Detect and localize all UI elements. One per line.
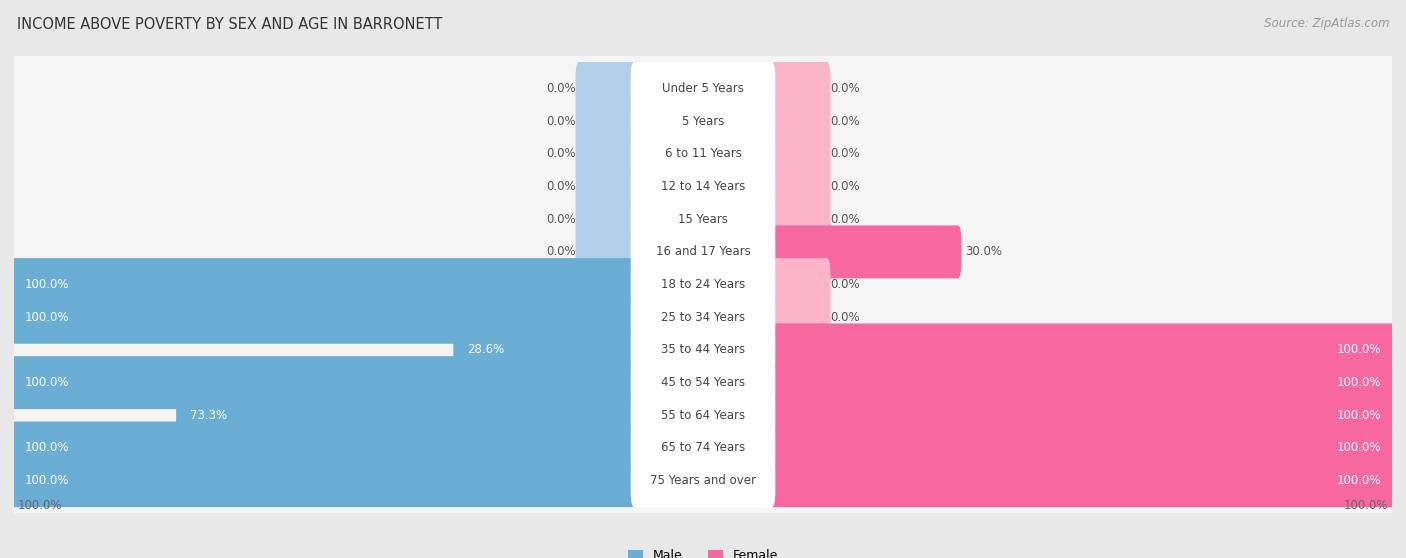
- Legend: Male, Female: Male, Female: [628, 549, 778, 558]
- FancyBboxPatch shape: [631, 258, 775, 311]
- Text: 100.0%: 100.0%: [24, 441, 69, 455]
- FancyBboxPatch shape: [11, 356, 637, 409]
- FancyBboxPatch shape: [769, 62, 831, 115]
- FancyBboxPatch shape: [13, 181, 1393, 257]
- Text: 65 to 74 Years: 65 to 74 Years: [661, 441, 745, 455]
- Text: 25 to 34 Years: 25 to 34 Years: [661, 311, 745, 324]
- Text: 100.0%: 100.0%: [1337, 376, 1382, 389]
- Text: 100.0%: 100.0%: [1344, 499, 1389, 512]
- Text: 0.0%: 0.0%: [831, 311, 860, 324]
- FancyBboxPatch shape: [13, 410, 1393, 486]
- Text: 100.0%: 100.0%: [1337, 343, 1382, 357]
- FancyBboxPatch shape: [631, 127, 775, 180]
- Text: 100.0%: 100.0%: [1337, 474, 1382, 487]
- Text: 100.0%: 100.0%: [17, 499, 62, 512]
- Text: 0.0%: 0.0%: [831, 213, 860, 226]
- FancyBboxPatch shape: [769, 258, 831, 311]
- FancyBboxPatch shape: [631, 291, 775, 344]
- Text: 18 to 24 Years: 18 to 24 Years: [661, 278, 745, 291]
- Text: 15 Years: 15 Years: [678, 213, 728, 226]
- FancyBboxPatch shape: [13, 148, 1393, 224]
- FancyBboxPatch shape: [13, 247, 1393, 323]
- FancyBboxPatch shape: [631, 356, 775, 409]
- Text: 30.0%: 30.0%: [965, 246, 1002, 258]
- FancyBboxPatch shape: [11, 454, 637, 507]
- FancyBboxPatch shape: [575, 127, 637, 180]
- FancyBboxPatch shape: [769, 421, 1395, 474]
- FancyBboxPatch shape: [13, 51, 1393, 127]
- Text: 0.0%: 0.0%: [831, 114, 860, 128]
- Text: 0.0%: 0.0%: [831, 180, 860, 193]
- FancyBboxPatch shape: [769, 356, 1395, 409]
- Text: 16 and 17 Years: 16 and 17 Years: [655, 246, 751, 258]
- Text: 100.0%: 100.0%: [1337, 441, 1382, 455]
- FancyBboxPatch shape: [769, 127, 831, 180]
- Text: 35 to 44 Years: 35 to 44 Years: [661, 343, 745, 357]
- Text: 0.0%: 0.0%: [831, 147, 860, 160]
- FancyBboxPatch shape: [631, 324, 775, 377]
- FancyBboxPatch shape: [769, 291, 831, 344]
- Text: Under 5 Years: Under 5 Years: [662, 82, 744, 95]
- Text: 0.0%: 0.0%: [546, 213, 575, 226]
- Text: 0.0%: 0.0%: [831, 278, 860, 291]
- FancyBboxPatch shape: [631, 95, 775, 148]
- Text: 75 Years and over: 75 Years and over: [650, 474, 756, 487]
- FancyBboxPatch shape: [631, 421, 775, 474]
- FancyBboxPatch shape: [176, 389, 637, 442]
- FancyBboxPatch shape: [575, 193, 637, 246]
- FancyBboxPatch shape: [631, 193, 775, 246]
- FancyBboxPatch shape: [13, 116, 1393, 192]
- FancyBboxPatch shape: [11, 421, 637, 474]
- FancyBboxPatch shape: [769, 193, 831, 246]
- FancyBboxPatch shape: [13, 83, 1393, 159]
- Text: 0.0%: 0.0%: [546, 246, 575, 258]
- Text: 100.0%: 100.0%: [24, 311, 69, 324]
- FancyBboxPatch shape: [11, 258, 637, 311]
- Text: 73.3%: 73.3%: [190, 409, 228, 422]
- FancyBboxPatch shape: [575, 225, 637, 278]
- FancyBboxPatch shape: [769, 389, 1395, 442]
- Text: 45 to 54 Years: 45 to 54 Years: [661, 376, 745, 389]
- Text: 55 to 64 Years: 55 to 64 Years: [661, 409, 745, 422]
- Text: 28.6%: 28.6%: [467, 343, 505, 357]
- Text: 100.0%: 100.0%: [24, 474, 69, 487]
- Text: 0.0%: 0.0%: [546, 114, 575, 128]
- FancyBboxPatch shape: [769, 324, 1395, 377]
- FancyBboxPatch shape: [631, 225, 775, 278]
- Text: INCOME ABOVE POVERTY BY SEX AND AGE IN BARRONETT: INCOME ABOVE POVERTY BY SEX AND AGE IN B…: [17, 17, 443, 32]
- Text: 100.0%: 100.0%: [24, 376, 69, 389]
- Text: 0.0%: 0.0%: [546, 82, 575, 95]
- Text: 0.0%: 0.0%: [546, 147, 575, 160]
- Text: Source: ZipAtlas.com: Source: ZipAtlas.com: [1264, 17, 1389, 30]
- Text: 5 Years: 5 Years: [682, 114, 724, 128]
- FancyBboxPatch shape: [631, 454, 775, 507]
- FancyBboxPatch shape: [769, 454, 1395, 507]
- Text: 0.0%: 0.0%: [831, 82, 860, 95]
- FancyBboxPatch shape: [575, 62, 637, 115]
- FancyBboxPatch shape: [575, 160, 637, 213]
- FancyBboxPatch shape: [769, 160, 831, 213]
- Text: 6 to 11 Years: 6 to 11 Years: [665, 147, 741, 160]
- Text: 100.0%: 100.0%: [24, 278, 69, 291]
- FancyBboxPatch shape: [631, 160, 775, 213]
- FancyBboxPatch shape: [13, 280, 1393, 355]
- FancyBboxPatch shape: [13, 214, 1393, 290]
- Text: 0.0%: 0.0%: [546, 180, 575, 193]
- Text: 12 to 14 Years: 12 to 14 Years: [661, 180, 745, 193]
- FancyBboxPatch shape: [13, 312, 1393, 388]
- FancyBboxPatch shape: [769, 225, 962, 278]
- FancyBboxPatch shape: [769, 95, 831, 148]
- FancyBboxPatch shape: [11, 291, 637, 344]
- FancyBboxPatch shape: [13, 442, 1393, 518]
- FancyBboxPatch shape: [453, 324, 637, 377]
- FancyBboxPatch shape: [631, 389, 775, 442]
- FancyBboxPatch shape: [13, 345, 1393, 421]
- FancyBboxPatch shape: [13, 377, 1393, 453]
- Text: 100.0%: 100.0%: [1337, 409, 1382, 422]
- FancyBboxPatch shape: [575, 95, 637, 148]
- FancyBboxPatch shape: [631, 62, 775, 115]
